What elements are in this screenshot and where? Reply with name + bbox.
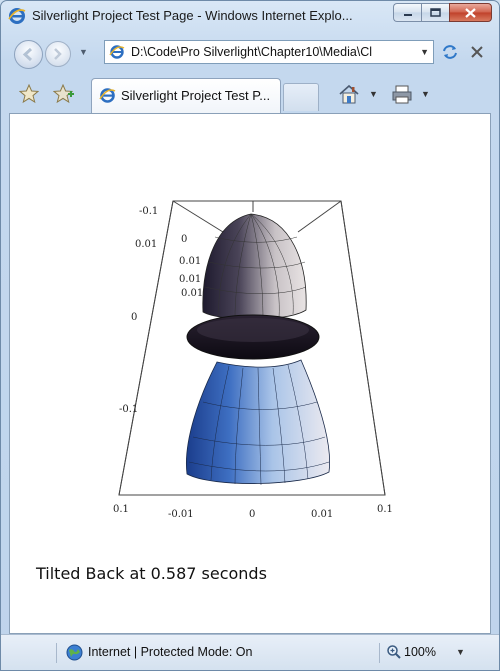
forward-button[interactable]	[45, 41, 71, 67]
zoom-icon[interactable]	[386, 644, 402, 660]
maximize-icon	[430, 8, 441, 17]
home-icon[interactable]	[338, 84, 360, 104]
print-icon[interactable]	[391, 84, 413, 104]
ie-logo-icon	[8, 8, 26, 24]
status-divider	[56, 643, 57, 663]
favorites-star-icon[interactable]	[19, 84, 39, 104]
top-lobe	[202, 213, 307, 321]
title-bar[interactable]: Silverlight Project Test Page - Windows …	[1, 1, 499, 31]
tab-bar: Silverlight Project Test P... ▼ ▼	[1, 75, 499, 113]
x-tick-label: 0.1	[377, 504, 393, 515]
y-label-mid: 0	[131, 312, 137, 323]
globe-icon[interactable]	[66, 644, 83, 661]
address-dropdown-icon[interactable]: ▼	[420, 47, 429, 57]
tick-label: 0	[181, 234, 187, 245]
tick-label: 0.01	[181, 288, 203, 299]
y-label-upper: 0.01	[135, 239, 157, 250]
stop-icon	[471, 46, 483, 58]
forward-arrow-icon	[54, 48, 62, 60]
address-bar[interactable]: D:\Code\Pro Silverlight\Chapter10\Media\…	[104, 40, 434, 64]
status-bar: Internet | Protected Mode: On 100% ▼	[1, 634, 499, 670]
plot-box	[118, 200, 386, 496]
page-content: -0.1 0.01 0 -0.1 0 0.01 0.01 0.01 0.1 -0…	[9, 113, 491, 634]
tick-label: 0.01	[179, 274, 201, 285]
back-arrow-icon	[22, 47, 33, 62]
security-zone-text[interactable]: Internet | Protected Mode: On	[88, 645, 253, 659]
tab-silverlight-test[interactable]: Silverlight Project Test P...	[91, 78, 281, 113]
x-tick-label: 0.1	[113, 504, 129, 515]
back-button[interactable]	[14, 40, 43, 69]
close-icon	[465, 7, 476, 18]
x-tick-label: -0.01	[168, 509, 194, 520]
page-icon	[99, 88, 116, 103]
x-tick-label: 0	[249, 509, 255, 520]
zoom-level[interactable]: 100%	[404, 645, 436, 659]
tick-label: 0.01	[179, 256, 201, 267]
home-dropdown-icon[interactable]: ▼	[369, 89, 378, 99]
refresh-icon	[443, 45, 457, 59]
new-tab-button[interactable]	[283, 83, 319, 111]
x-tick-label: 0.01	[311, 509, 333, 520]
close-button[interactable]	[449, 3, 492, 22]
caption-buttons	[393, 3, 492, 23]
y-label-lower: -0.1	[119, 404, 138, 415]
middle-ring	[186, 314, 320, 360]
minimize-icon	[403, 13, 412, 16]
status-divider	[379, 643, 380, 663]
tab-label: Silverlight Project Test P...	[121, 88, 271, 103]
page-icon	[109, 45, 125, 59]
stop-button[interactable]	[465, 40, 489, 64]
window-title: Silverlight Project Test Page - Windows …	[32, 8, 353, 23]
add-favorites-icon[interactable]	[53, 84, 75, 104]
minimize-button[interactable]	[393, 3, 421, 22]
bottom-lobe	[185, 359, 331, 486]
maximize-button[interactable]	[421, 3, 449, 22]
recent-pages-dropdown-icon[interactable]: ▼	[79, 47, 88, 57]
silverlight-3d-plot: -0.1 0.01 0 -0.1 0 0.01 0.01 0.01 0.1 -0…	[113, 200, 393, 520]
y-label-top: -0.1	[139, 206, 158, 217]
print-dropdown-icon[interactable]: ▼	[421, 89, 430, 99]
navigation-bar: ▼ D:\Code\Pro Silverlight\Chapter10\Medi…	[1, 31, 499, 75]
refresh-button[interactable]	[438, 40, 462, 64]
animation-status-text: Tilted Back at 0.587 seconds	[36, 564, 267, 583]
zoom-dropdown-icon[interactable]: ▼	[456, 647, 465, 657]
address-input[interactable]: D:\Code\Pro Silverlight\Chapter10\Media\…	[131, 45, 373, 59]
